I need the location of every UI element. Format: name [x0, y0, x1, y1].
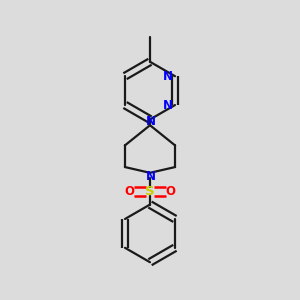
Text: S: S — [145, 185, 155, 198]
Text: O: O — [124, 185, 134, 198]
Text: N: N — [146, 115, 156, 128]
Text: N: N — [163, 70, 172, 83]
Text: N: N — [146, 170, 156, 183]
Text: N: N — [163, 98, 172, 112]
Text: O: O — [166, 185, 176, 198]
